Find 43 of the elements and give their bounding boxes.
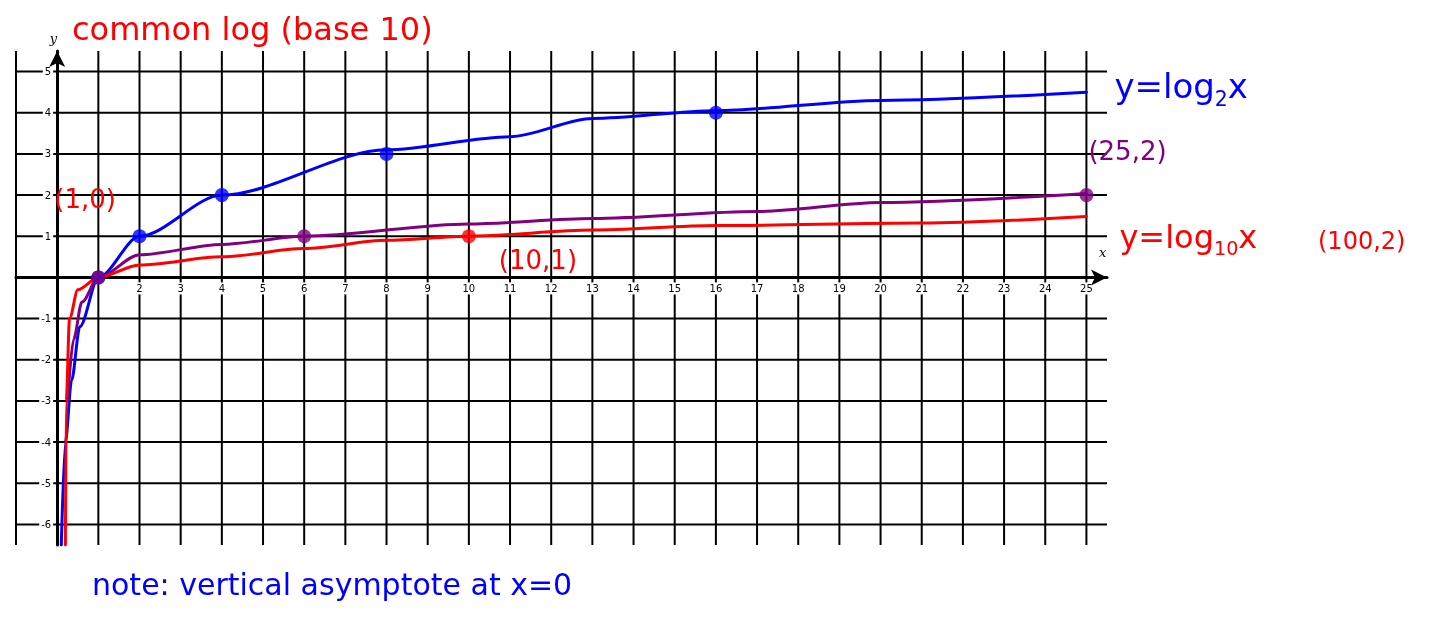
x-tick-label: 18 bbox=[791, 282, 805, 294]
x-axis-title: x bbox=[1099, 245, 1107, 261]
x-tick-label: 7 bbox=[342, 282, 349, 294]
y-tick-label: 3 bbox=[44, 148, 52, 160]
y-tick-label: 4 bbox=[44, 107, 52, 119]
text: (100,2) bbox=[1318, 227, 1406, 255]
y-tick-label: -3 bbox=[41, 395, 52, 407]
x-tick-label: 13 bbox=[586, 282, 599, 294]
x-tick-label: 5 bbox=[259, 282, 267, 294]
y-tick-label: -2 bbox=[41, 354, 52, 366]
y-tick-label: -4 bbox=[41, 436, 52, 448]
y-tick-label: 1 bbox=[44, 230, 52, 242]
annotation: y=log$_{2}$x bbox=[1114, 66, 1248, 111]
x-tick-label: 20 bbox=[874, 282, 887, 294]
x-tick-label: 6 bbox=[301, 282, 308, 294]
x-tick-label: 3 bbox=[177, 282, 184, 294]
x-tick-label: 23 bbox=[997, 282, 1011, 294]
x-tick-label: 12 bbox=[544, 282, 558, 294]
y-tick-label: -6 bbox=[41, 518, 52, 530]
x-tick-label: 11 bbox=[503, 282, 517, 294]
y-tick-label: 5 bbox=[44, 66, 52, 78]
x-tick-label: 25 bbox=[1080, 282, 1093, 294]
y-tick-label: 2 bbox=[44, 189, 52, 201]
x-tick-label: 14 bbox=[627, 282, 640, 294]
x-tick-label: 16 bbox=[709, 282, 723, 294]
x-tick-label: 24 bbox=[1038, 282, 1052, 294]
annotation: y=log$_{10}$x bbox=[1119, 218, 1258, 261]
x-tick-label: 9 bbox=[424, 282, 431, 294]
x-tick-label: 22 bbox=[956, 282, 970, 294]
annotation: (25,2) bbox=[1088, 136, 1167, 167]
text: common log (base 10) bbox=[72, 10, 433, 48]
x-tick-label: 2 bbox=[136, 282, 143, 294]
y-tick-label: -1 bbox=[41, 313, 52, 325]
y-tick-label: -5 bbox=[41, 477, 52, 489]
x-tick-label: 19 bbox=[833, 282, 846, 294]
x-tick-label: 10 bbox=[462, 282, 476, 294]
y-axis-title: y bbox=[48, 31, 58, 46]
x-tick-label: 21 bbox=[915, 282, 929, 294]
x-tick-label: 15 bbox=[668, 282, 682, 294]
x-tick-label: 8 bbox=[383, 282, 390, 294]
x-tick-label: 17 bbox=[750, 282, 764, 294]
text: note: vertical asymptote at x=0 bbox=[92, 567, 573, 602]
x-tick-label: 4 bbox=[218, 282, 226, 294]
